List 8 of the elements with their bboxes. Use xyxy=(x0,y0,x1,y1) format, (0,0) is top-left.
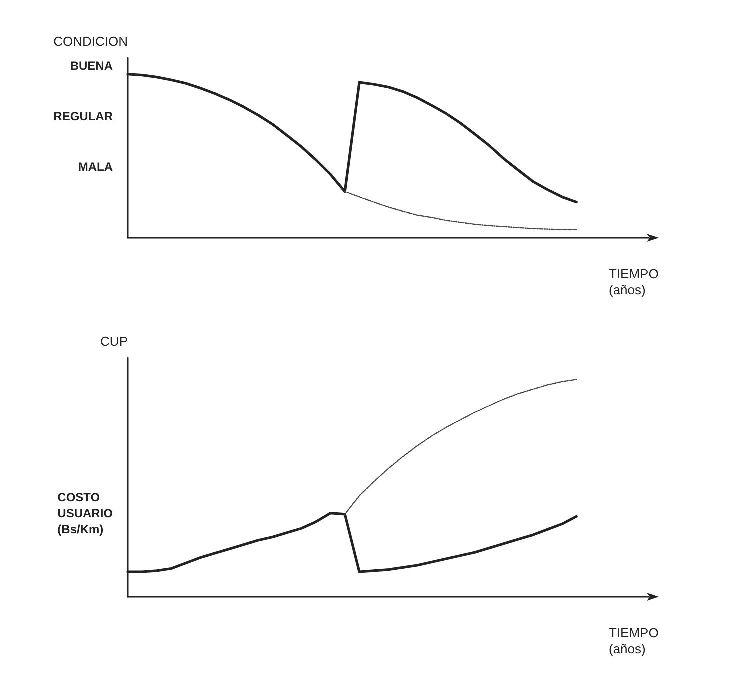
x-axis-title: TIEMPO (años) xyxy=(609,626,659,656)
y-axis-title: CUP xyxy=(100,334,128,349)
text: MALA xyxy=(78,160,114,174)
text: BUENA xyxy=(70,59,114,73)
text: REGULAR xyxy=(54,109,114,124)
y-axis-title: CONDICION xyxy=(54,34,128,49)
x-axis-title: TIEMPO (años) xyxy=(609,266,659,298)
text: COSTO USUARIO (Bs/Km) xyxy=(58,490,114,536)
